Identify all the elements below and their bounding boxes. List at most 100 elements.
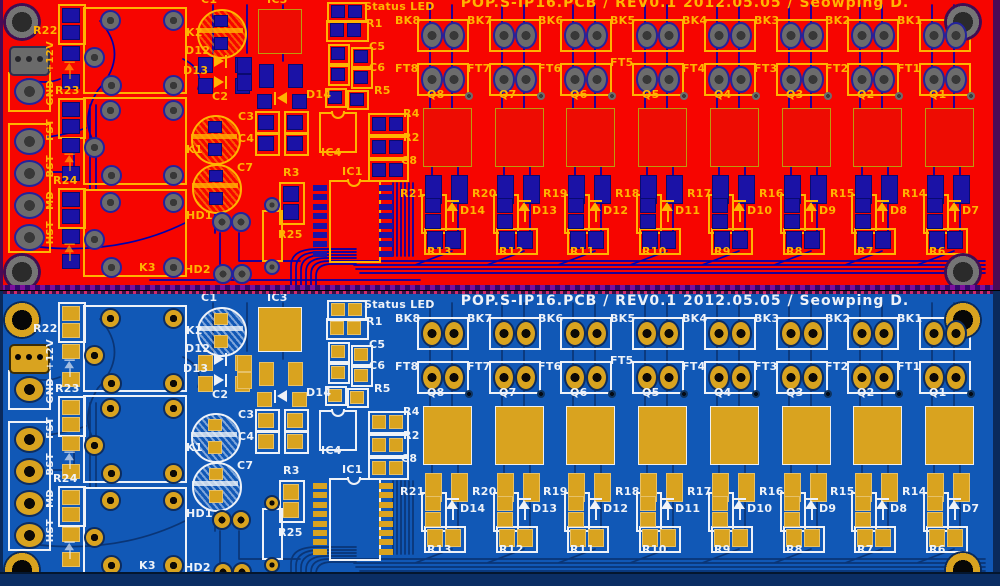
label-q: Q2: [857, 386, 875, 399]
label-c7: C7: [237, 459, 254, 472]
smd-pad: [330, 23, 344, 37]
transistor-tab-pad: [566, 406, 615, 465]
cap-c2-band: [191, 432, 237, 437]
diode-symbol-part: [225, 76, 227, 89]
diode-symbol: [660, 200, 676, 224]
diode-symbol-part: [69, 460, 71, 469]
label-ft: FT2: [825, 360, 849, 373]
pcb-render-red-top: POP.S-IP16.PCB / REV0.1 2012.05.05 / Seo…: [0, 0, 1000, 290]
label-r-top: R14: [902, 187, 927, 200]
smd-pad: [372, 163, 386, 177]
th-pad: [493, 66, 515, 93]
transistor-tab-pad: [638, 108, 687, 167]
ic1-pin-pad: [379, 530, 393, 536]
connector-pin-hole: [26, 56, 32, 62]
diode-symbol-part: [811, 211, 813, 222]
transistor-tab-pad: [423, 108, 472, 167]
ic1-pin-pad: [379, 185, 393, 191]
smd-pad: [62, 400, 80, 415]
relay-th-pad: [163, 257, 184, 278]
th-pad: [443, 364, 465, 391]
label-md: MD: [45, 191, 56, 210]
diode-symbol: [875, 498, 891, 522]
ft-pads-outline: [632, 361, 684, 394]
label-r-top: R18: [615, 187, 640, 200]
relay-k2-outline: [83, 7, 187, 94]
relay-th-pad: [163, 75, 184, 96]
diode-symbol-part: [214, 76, 224, 88]
cap-pad: [208, 419, 222, 431]
ic1-pin-pad: [379, 502, 393, 508]
th-pad: [873, 66, 895, 93]
smd-pad: [198, 78, 213, 94]
smd-pad: [62, 464, 80, 479]
label-bk: BK3: [754, 14, 780, 27]
diode-symbol-part: [225, 55, 227, 68]
th-pad: [421, 66, 443, 93]
diode-symbol: [804, 498, 820, 522]
relay-th-pad: [100, 100, 121, 121]
label-d: D9: [819, 204, 837, 217]
smd-pad: [62, 306, 80, 321]
ic1-pin-pad: [379, 204, 393, 210]
th-pad: [923, 22, 945, 49]
smd-pad: [237, 372, 252, 389]
diode-symbol-part: [811, 509, 813, 520]
label-q: Q8: [427, 88, 445, 101]
th-pad: [14, 490, 45, 517]
label-q: Q5: [642, 386, 660, 399]
smd-pad: [348, 303, 362, 316]
label-r1: R1: [366, 315, 383, 328]
resistor-outline: [926, 228, 968, 255]
ic1-pin-pad: [379, 492, 393, 498]
smd-pad: [425, 214, 441, 229]
smd-pad: [62, 209, 80, 224]
diode-symbol-part: [882, 509, 884, 520]
smd-pad: [499, 529, 515, 547]
transistor-tab-pad: [925, 406, 974, 465]
smd-pad: [62, 119, 80, 134]
smd-pad: [62, 436, 80, 451]
diode-symbol-part: [733, 500, 745, 509]
ic1-pin-pad: [379, 251, 393, 257]
bk-pads-outline: [489, 19, 541, 52]
status-led-label: Status LED: [364, 298, 435, 311]
diode-symbol-part: [589, 498, 602, 500]
label-r-top: R20: [472, 485, 497, 498]
th-pad: [658, 320, 680, 347]
ic1-pin-pad: [313, 530, 327, 536]
cap-c2-band: [191, 134, 237, 139]
smd-pad: [62, 344, 80, 359]
label-ft: FT4: [682, 62, 706, 75]
label-ic4: IC4: [321, 146, 342, 159]
smd-pad: [497, 198, 513, 213]
label-d: D14: [460, 204, 486, 217]
resistor-r5-outline: [325, 386, 347, 406]
smd-pad: [389, 415, 403, 429]
smd-pad: [62, 254, 80, 269]
smd-pad: [855, 198, 871, 213]
relay-th-pad: [100, 10, 121, 31]
diode-symbol-part: [64, 61, 75, 63]
label-r-top: R15: [830, 187, 855, 200]
label-r24: R24: [53, 174, 78, 187]
th-pad: [421, 320, 443, 347]
label-r25: R25: [278, 526, 303, 539]
diode-symbol-part: [589, 202, 601, 211]
th-pad: [708, 320, 730, 347]
smd-pad: [640, 214, 656, 229]
resistor-outline: [424, 526, 466, 553]
ic1-pin-pad: [313, 539, 327, 545]
diode-symbol: [732, 498, 748, 522]
cap-c6-outline: [351, 366, 373, 387]
smd-pad: [523, 473, 540, 502]
smd-pad: [237, 57, 252, 74]
label-r-top: R15: [830, 485, 855, 498]
label-hd2: HD2: [184, 263, 211, 276]
via: [824, 92, 832, 100]
ic1-pin-pad: [313, 223, 327, 229]
ft-pads-outline: [776, 361, 828, 394]
cap-c4-outline: [284, 430, 309, 454]
relay-th-pad: [101, 75, 122, 96]
